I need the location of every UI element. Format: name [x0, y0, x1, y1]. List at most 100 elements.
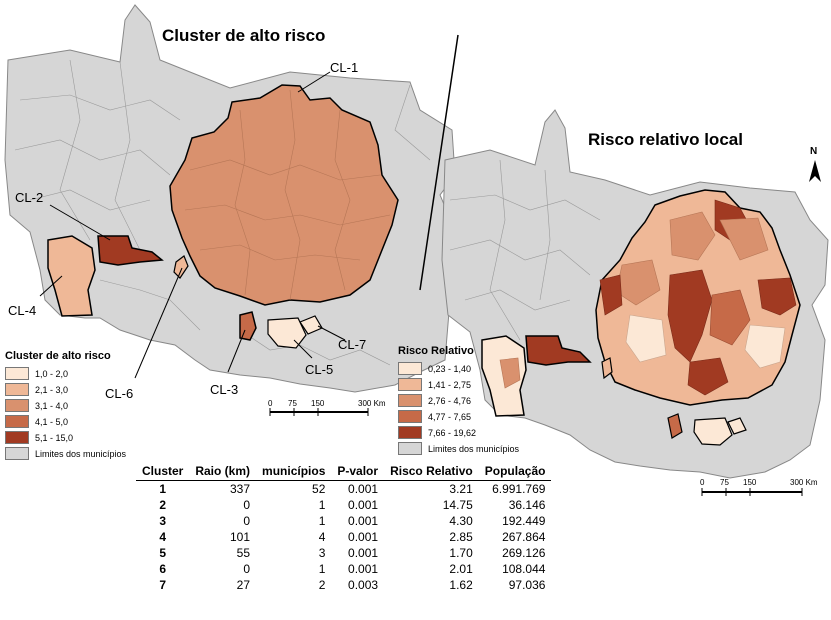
- table-cell: 0: [243, 498, 251, 512]
- left-map-title: Cluster de alto risco: [162, 26, 326, 45]
- table-cell: 101: [230, 530, 251, 544]
- col-header: P-valor: [331, 462, 385, 481]
- left-leader-lines: [39, 71, 346, 379]
- table-cell: 7: [159, 578, 167, 592]
- label-cl-5: CL-5: [305, 362, 334, 377]
- legend-label: 7,66 - 19,62: [428, 427, 477, 438]
- patch: [687, 357, 729, 396]
- right-cluster-6: [601, 357, 613, 380]
- results-table-wrap: Cluster Raio (km) municípios P-valor Ris…: [136, 462, 552, 593]
- right-cluster-3: [667, 413, 683, 439]
- legend-swatch: [5, 383, 29, 396]
- left-scale-300: 300 Km: [358, 399, 386, 408]
- right-legend-title: Risco Relativo: [398, 345, 474, 357]
- table-cell: 27: [236, 578, 251, 592]
- table-cell: 3: [318, 546, 326, 560]
- right-legend-item: 4,77 - 7,65: [398, 410, 519, 423]
- table-cell: 0.001: [348, 546, 379, 560]
- table-cell: 267.864: [502, 530, 546, 544]
- table-cell: 1.62: [449, 578, 473, 592]
- right-legend: Risco Relativo 0,23 - 1,40 1,41 - 2,75 2…: [398, 345, 519, 458]
- left-legend-title: Cluster de alto risco: [5, 350, 111, 362]
- right-map: [441, 109, 829, 496]
- patch: [625, 314, 667, 363]
- patch: [499, 357, 521, 389]
- table-cell: 97.036: [508, 578, 546, 592]
- patch: [667, 269, 713, 363]
- legend-label: 4,77 - 7,65: [428, 411, 472, 422]
- col-header: População: [478, 462, 552, 481]
- table-cell: 0.001: [348, 562, 379, 576]
- north-arrow: [809, 160, 821, 182]
- right-scale-0: 0: [700, 478, 705, 487]
- right-municipal-lines: [449, 159, 601, 341]
- legend-swatch: [5, 447, 29, 460]
- right-scale-300: 300 Km: [790, 478, 818, 487]
- label-cl-7: CL-7: [338, 337, 367, 352]
- left-scale-bar: [269, 408, 369, 416]
- patch: [669, 211, 716, 261]
- legend-label: 5,1 - 15,0: [35, 432, 74, 443]
- left-scale-0: 0: [268, 399, 273, 408]
- table-cell: 269.126: [502, 546, 546, 560]
- cluster-cl-4: [47, 235, 96, 317]
- table-cell: 4.30: [449, 514, 473, 528]
- patch: [719, 217, 769, 261]
- cluster-cl-6: [173, 255, 189, 279]
- legend-swatch: [398, 410, 422, 423]
- left-legend-item: Limites dos municípios: [5, 447, 126, 460]
- table-row: 1 337 52 0.001 3.21 6.991.769: [136, 481, 551, 498]
- table-cell: 0.001: [348, 482, 379, 496]
- legend-swatch: [5, 431, 29, 444]
- table-cell: 1.70: [449, 546, 473, 560]
- legend-swatch: [398, 394, 422, 407]
- legend-label: Limites dos municípios: [428, 443, 520, 454]
- table-row: 6 0 1 0.001 2.01 108.044: [136, 561, 551, 577]
- left-scale-150: 150: [311, 399, 325, 408]
- left-legend-item: 4,1 - 5,0: [5, 415, 126, 428]
- table-cell: 1: [318, 562, 326, 576]
- col-header: municípios: [256, 462, 332, 481]
- left-legend-item: 3,1 - 4,0: [5, 399, 126, 412]
- table-cell: 6: [159, 562, 167, 576]
- legend-swatch: [5, 415, 29, 428]
- table-cell: 337: [230, 482, 251, 496]
- left-legend-item: 1,0 - 2,0: [5, 367, 126, 380]
- table-cell: 3.21: [449, 482, 473, 496]
- legend-swatch: [398, 442, 422, 455]
- results-table: Cluster Raio (km) municípios P-valor Ris…: [136, 462, 552, 593]
- right-legend-item: 0,23 - 1,40: [398, 362, 519, 375]
- table-cell: 14.75: [442, 498, 473, 512]
- right-scale-150: 150: [743, 478, 757, 487]
- legend-label: 2,1 - 3,0: [35, 384, 69, 395]
- legend-label: 3,1 - 4,0: [35, 400, 69, 411]
- table-cell: 52: [312, 482, 326, 496]
- patch: [709, 289, 751, 346]
- right-scale-75: 75: [720, 478, 729, 487]
- right-cluster-5: [693, 417, 733, 446]
- table-cell: 36.146: [508, 498, 546, 512]
- legend-swatch: [398, 378, 422, 391]
- legend-label: 4,1 - 5,0: [35, 416, 69, 427]
- right-cluster-2: [525, 335, 592, 366]
- table-cell: 4: [159, 530, 167, 544]
- legend-label: 2,76 - 4,76: [428, 395, 472, 406]
- table-cell: 2.85: [449, 530, 473, 544]
- table-row: 4 101 4 0.001 2.85 267.864: [136, 529, 551, 545]
- left-legend: Cluster de alto risco 1,0 - 2,0 2,1 - 3,…: [5, 350, 126, 463]
- table-header-row: Cluster Raio (km) municípios P-valor Ris…: [136, 462, 552, 481]
- table-cell: 4: [318, 530, 326, 544]
- right-legend-item: 2,76 - 4,76: [398, 394, 519, 407]
- table-cell: 3: [159, 514, 167, 528]
- col-header: Risco Relativo: [384, 462, 479, 481]
- legend-swatch: [398, 362, 422, 375]
- table-row: 7 27 2 0.003 1.62 97.036: [136, 577, 551, 593]
- table-cell: 192.449: [502, 514, 546, 528]
- left-scale-75: 75: [288, 399, 297, 408]
- label-cl-3: CL-3: [210, 382, 239, 397]
- table-cell: 108.044: [502, 562, 546, 576]
- label-cl-6: CL-6: [105, 386, 134, 401]
- left-legend-item: 5,1 - 15,0: [5, 431, 126, 444]
- right-legend-item: 7,66 - 19,62: [398, 426, 519, 439]
- right-map-title: Risco relativo local: [588, 130, 743, 149]
